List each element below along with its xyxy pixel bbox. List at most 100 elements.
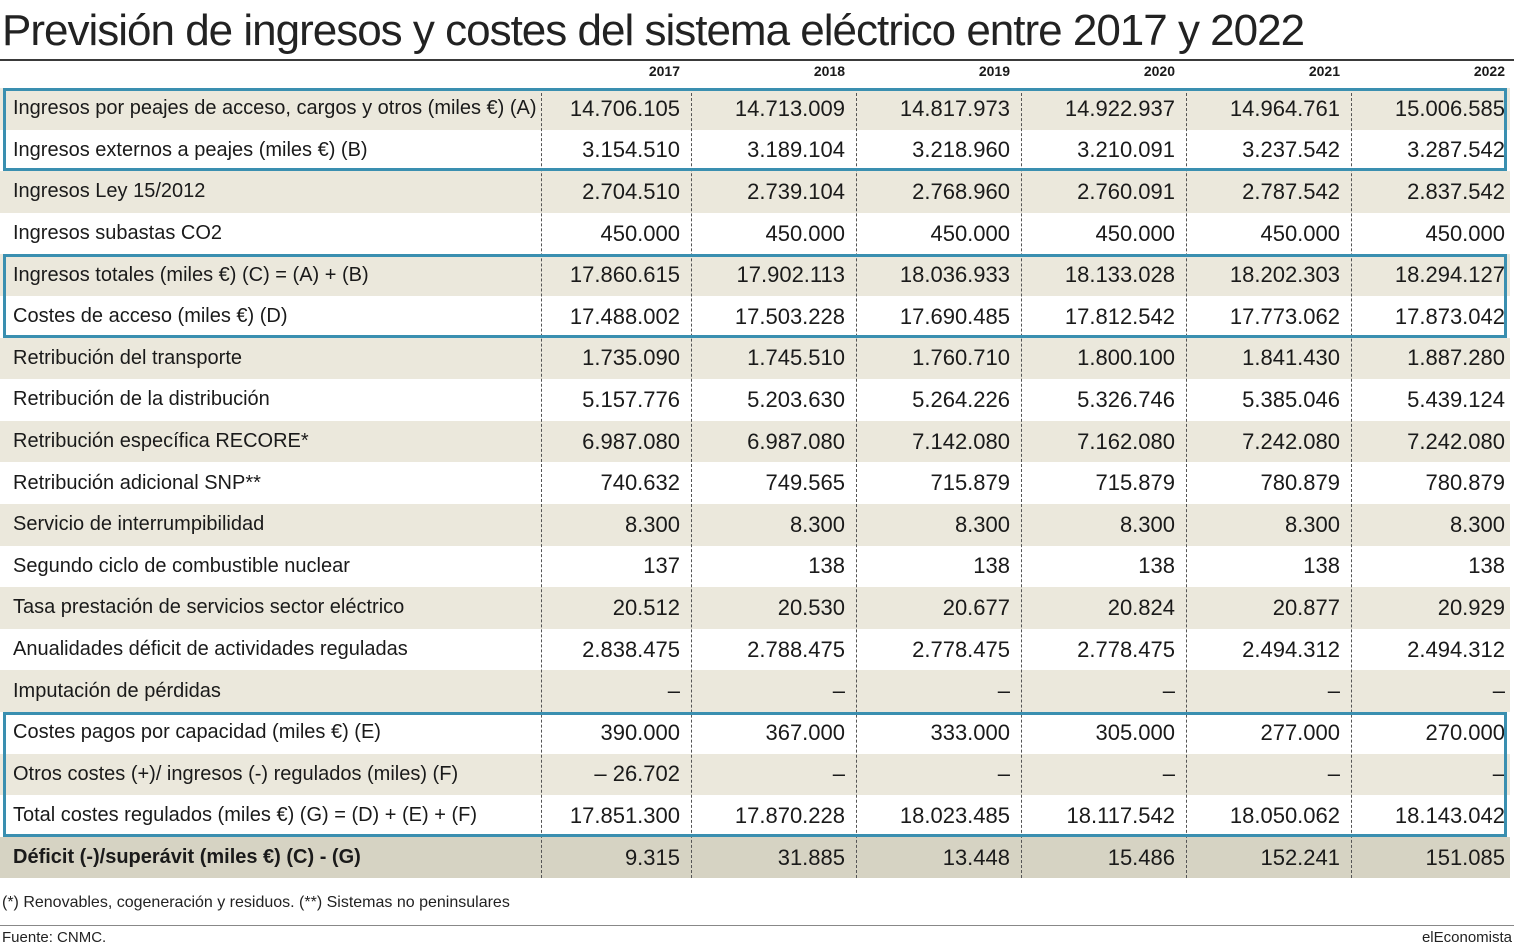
cell-value: – — [997, 761, 1010, 787]
cell-value: 18.050.062 — [1229, 802, 1340, 828]
row-label: Segundo ciclo de combustible nuclear — [13, 554, 350, 577]
cell-value: 18.202.303 — [1229, 262, 1340, 288]
table-row: Segundo ciclo de combustible nuclear 137 1… — [0, 546, 1510, 588]
row-label: Ingresos subastas CO2 — [13, 222, 222, 245]
cell-value: 152.241 — [1260, 844, 1340, 870]
cell-value: 2.837.542 — [1407, 178, 1505, 204]
cell-value: 138 — [1303, 553, 1340, 579]
row-label: Ingresos externos a peajes (miles €) (B) — [13, 138, 368, 161]
table-row: Ingresos Ley 15/2012 2.704.510 2.739.104 2.… — [0, 171, 1510, 213]
cell-value: 20.824 — [1107, 594, 1175, 620]
cell-value: 18.023.485 — [899, 802, 1010, 828]
cell-value: 13.448 — [942, 844, 1010, 870]
row-label: Retribución de la distribución — [13, 388, 270, 411]
cell-value: 8.300 — [1119, 511, 1175, 537]
highlight-box — [3, 254, 1507, 338]
table-row: Retribución adicional SNP** 740.632 749.56… — [0, 462, 1510, 504]
table-row: Retribución del transporte 1.735.090 1.745… — [0, 337, 1510, 380]
cell-value: 7.162.080 — [1077, 428, 1175, 454]
cell-value: 17.873.042 — [1394, 303, 1505, 329]
row-label: Retribución del transporte — [13, 346, 243, 369]
cell-value: 20.877 — [1272, 594, 1340, 620]
cell-value: – — [667, 678, 680, 704]
row-label: Ingresos por peajes de acceso, cargos y … — [13, 97, 537, 120]
cell-value: 2.494.312 — [1407, 636, 1505, 662]
cell-value: 5.157.776 — [582, 386, 680, 412]
cell-value: 7.242.080 — [1407, 428, 1505, 454]
table-row: Retribución específica RECORE* 6.987.080 6… — [0, 420, 1510, 463]
row-label: Total costes regulados (miles €) (G) = (… — [13, 804, 478, 827]
cell-value: 6.987.080 — [747, 428, 845, 454]
cell-value: 138 — [973, 553, 1010, 579]
cell-value: – — [1492, 678, 1505, 704]
source-note: Fuente: CNMC. — [2, 929, 107, 946]
column-divider — [691, 88, 692, 879]
year-header: 2017 2018 2019 2020 2021 2022 — [0, 63, 1514, 85]
cell-value: 17.902.113 — [736, 262, 845, 288]
cell-value: 715.879 — [1095, 470, 1175, 496]
cell-value: 8.300 — [1449, 511, 1505, 537]
chart-title: Previsión de ingresos y costes del siste… — [2, 6, 1305, 55]
highlight-box — [3, 712, 1507, 837]
row-label: Ingresos totales (miles €) (C) = (A) + (… — [13, 263, 369, 286]
cell-value: 1.760.710 — [912, 345, 1010, 371]
table-row: Ingresos externos a peajes (miles €) (B)… — [0, 130, 1510, 172]
cell-value: 2.778.475 — [1077, 636, 1175, 662]
table-row: Déficit (-)/superávit (miles €) (C) - (G… — [0, 836, 1510, 879]
cell-value: 18.294.127 — [1394, 262, 1505, 288]
row-label: Costes pagos por capacidad (miles €) (E) — [13, 721, 381, 744]
cell-value: 8.300 — [789, 511, 845, 537]
cell-value: 2.494.312 — [1242, 636, 1340, 662]
cell-value: 137 — [643, 553, 680, 579]
table-row: Ingresos por peajes de acceso, cargos y … — [0, 88, 1510, 130]
cell-value: 17.488.002 — [569, 303, 680, 329]
cell-value: 20.929 — [1437, 594, 1505, 620]
cell-value: 17.690.485 — [899, 303, 1010, 329]
row-label: Otros costes (+)/ ingresos (-) regulados… — [13, 762, 459, 785]
cell-value: 7.142.080 — [912, 428, 1010, 454]
cell-value: 5.439.124 — [1407, 386, 1505, 412]
cell-value: 2.768.960 — [912, 178, 1010, 204]
cell-value: 15.486 — [1107, 844, 1175, 870]
cell-value: 20.530 — [777, 594, 845, 620]
cell-value: 333.000 — [930, 719, 1010, 745]
cell-value: – — [832, 761, 845, 787]
row-label: Costes de acceso (miles €) (D) — [13, 305, 288, 328]
table-row: Total costes regulados (miles €) (G) = (… — [0, 795, 1510, 837]
cell-value: 8.300 — [624, 511, 680, 537]
cell-value: 151.085 — [1425, 844, 1505, 870]
year-label-2020: 2020 — [1143, 63, 1175, 79]
cell-value: 450.000 — [765, 220, 845, 246]
cell-value: 305.000 — [1095, 719, 1175, 745]
highlight-box — [3, 88, 1507, 172]
cell-value: 14.706.105 — [569, 95, 680, 121]
row-label: Servicio de interrumpibilidad — [13, 513, 265, 536]
cell-value: 1.800.100 — [1077, 345, 1175, 371]
cell-value: 3.287.542 — [1407, 137, 1505, 163]
cell-value: 6.987.080 — [582, 428, 680, 454]
row-label: Retribución específica RECORE* — [13, 430, 309, 453]
cell-value: 2.778.475 — [912, 636, 1010, 662]
table-row: Ingresos subastas CO2 450.000 450.000 450.0… — [0, 213, 1510, 255]
year-label-2019: 2019 — [978, 63, 1010, 79]
cell-value: – — [1327, 761, 1340, 787]
cell-value: 20.677 — [942, 594, 1010, 620]
cell-value: 20.512 — [612, 594, 680, 620]
cell-value: 3.210.091 — [1077, 137, 1175, 163]
cell-value: 1.841.430 — [1242, 345, 1340, 371]
cell-value: 5.326.746 — [1077, 386, 1175, 412]
cell-value: 390.000 — [600, 719, 680, 745]
cell-value: 2.704.510 — [582, 178, 680, 204]
row-label: Tasa prestación de servicios sector eléc… — [13, 596, 405, 619]
cell-value: 18.036.933 — [899, 262, 1010, 288]
cell-value: – — [1162, 678, 1175, 704]
cell-value: 3.154.510 — [582, 137, 680, 163]
cell-value: 138 — [1138, 553, 1175, 579]
cell-value: 5.385.046 — [1242, 386, 1340, 412]
cell-value: 450.000 — [1260, 220, 1340, 246]
cell-value: 3.237.542 — [1242, 137, 1340, 163]
cell-value: 8.300 — [954, 511, 1010, 537]
cell-value: 17.503.228 — [734, 303, 845, 329]
cell-value: 3.218.960 — [912, 137, 1010, 163]
year-label-2021: 2021 — [1308, 63, 1340, 79]
